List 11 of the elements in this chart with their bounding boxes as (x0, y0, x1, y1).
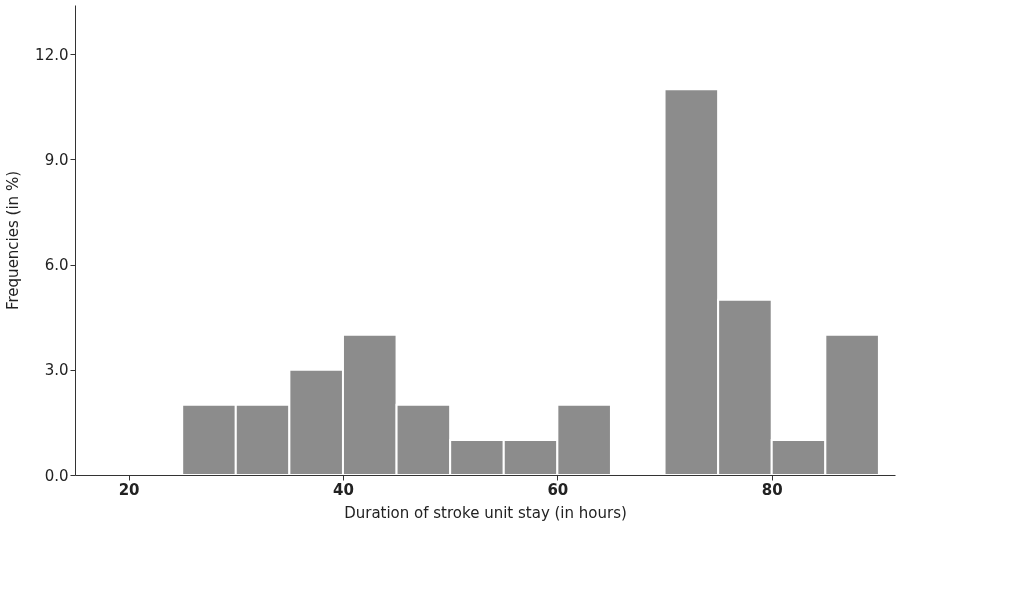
y-tick-label: 9.0 (44, 150, 69, 169)
x-tick-label: 60 (547, 480, 569, 499)
y-axis-title: Frequencies (in %) (4, 171, 23, 310)
x-tick-label: 80 (761, 480, 783, 499)
x-tick-label: 20 (118, 480, 140, 499)
y-tick-label: 6.0 (44, 256, 69, 275)
y-tick-label: 0.0 (44, 466, 69, 485)
x-tick-label: 40 (333, 480, 354, 499)
y-tick-label: 3.0 (44, 361, 69, 380)
x-axis-title: Duration of stroke unit stay (in hours) (344, 503, 627, 522)
y-tick-label: 12.0 (35, 45, 69, 64)
